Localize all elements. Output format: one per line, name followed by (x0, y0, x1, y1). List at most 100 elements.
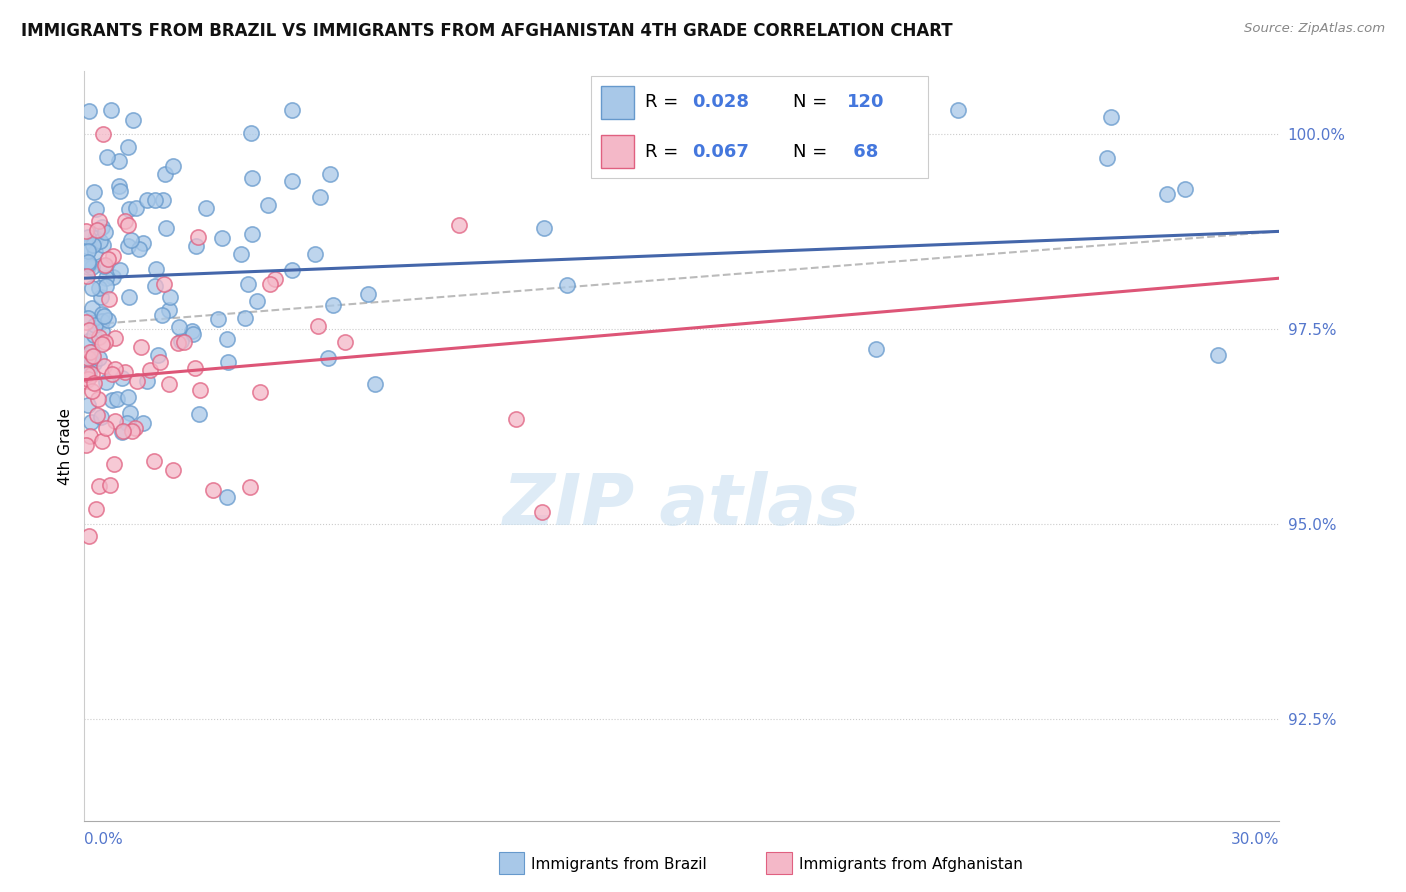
Point (96, 150, 118, 164)
Point (75, 375, 97, 389)
Text: 0.028: 0.028 (692, 94, 749, 112)
Point (118, 290, 141, 304)
Point (90, 409, 112, 424)
Point (77, 255, 100, 269)
Point (91, 434, 114, 449)
Point (90, 314, 112, 328)
Text: R =: R = (644, 143, 683, 161)
Point (304, 247, 326, 261)
Point (77, 334, 100, 348)
Point (280, 103, 302, 118)
Point (89, 280, 111, 294)
Point (155, 220, 177, 235)
Text: 0.067: 0.067 (692, 143, 748, 161)
Point (364, 376, 387, 391)
Point (90, 324, 112, 338)
Point (322, 297, 344, 311)
Point (87, 478, 110, 492)
Point (257, 197, 280, 211)
Point (159, 290, 181, 304)
Text: 120: 120 (846, 94, 884, 112)
Point (117, 417, 139, 431)
Point (153, 277, 176, 292)
Point (215, 332, 238, 346)
Point (94, 279, 117, 293)
Point (136, 374, 159, 388)
Point (157, 377, 180, 392)
Point (143, 453, 166, 467)
Point (93, 359, 115, 373)
Point (533, 220, 555, 235)
Point (128, 243, 150, 257)
Point (103, 270, 125, 285)
Point (201, 483, 224, 498)
Text: IMMIGRANTS FROM BRAZIL VS IMMIGRANTS FROM AFGHANISTAN 4TH GRADE CORRELATION CHAR: IMMIGRANTS FROM BRAZIL VS IMMIGRANTS FRO… (21, 22, 953, 40)
Point (125, 201, 148, 215)
Point (153, 167, 176, 181)
Text: Immigrants from Afghanistan: Immigrants from Afghanistan (799, 857, 1022, 871)
Point (80, 301, 103, 315)
Point (77, 257, 100, 271)
Point (132, 236, 155, 251)
Point (149, 355, 172, 369)
Point (187, 230, 209, 244)
Point (90, 289, 112, 303)
Point (117, 140, 139, 154)
Point (188, 383, 211, 397)
Point (79, 415, 101, 429)
Point (1099, 111, 1122, 125)
Text: ZIP atlas: ZIP atlas (503, 472, 860, 541)
Point (76, 372, 98, 386)
Point (97, 313, 120, 327)
Point (77, 240, 100, 254)
Point (184, 361, 207, 376)
Point (87, 330, 110, 344)
Point (264, 272, 287, 286)
Point (195, 201, 218, 215)
Point (97, 252, 120, 266)
Point (188, 407, 211, 421)
Point (173, 334, 195, 349)
Point (118, 406, 141, 420)
Point (1097, 151, 1119, 165)
Point (150, 308, 173, 322)
Point (108, 154, 131, 169)
Point (94, 225, 117, 239)
Point (83, 327, 105, 342)
Point (145, 261, 167, 276)
Point (447, 218, 470, 232)
Point (555, 277, 578, 292)
Point (94, 421, 117, 435)
Point (1174, 182, 1197, 196)
Point (184, 239, 207, 253)
Text: N =: N = (793, 94, 832, 112)
Point (75, 315, 97, 329)
Point (87, 214, 110, 228)
Point (240, 227, 263, 241)
Point (77, 244, 100, 259)
Point (235, 311, 257, 326)
Point (100, 103, 122, 118)
Point (143, 193, 166, 207)
Point (77, 260, 100, 274)
Point (146, 349, 169, 363)
Point (77, 104, 100, 119)
Point (865, 343, 887, 357)
Text: Source: ZipAtlas.com: Source: ZipAtlas.com (1244, 22, 1385, 36)
Point (162, 159, 184, 173)
Point (75, 224, 97, 238)
Point (530, 505, 553, 519)
Point (217, 355, 239, 369)
Point (77, 230, 100, 244)
Point (139, 363, 162, 377)
Point (309, 189, 332, 203)
Point (91, 219, 114, 234)
Point (108, 178, 131, 193)
Point (231, 247, 253, 261)
Point (94, 335, 117, 350)
Point (333, 335, 356, 350)
Point (86, 222, 108, 236)
Point (281, 174, 304, 188)
Point (79, 428, 101, 442)
Point (108, 184, 131, 198)
